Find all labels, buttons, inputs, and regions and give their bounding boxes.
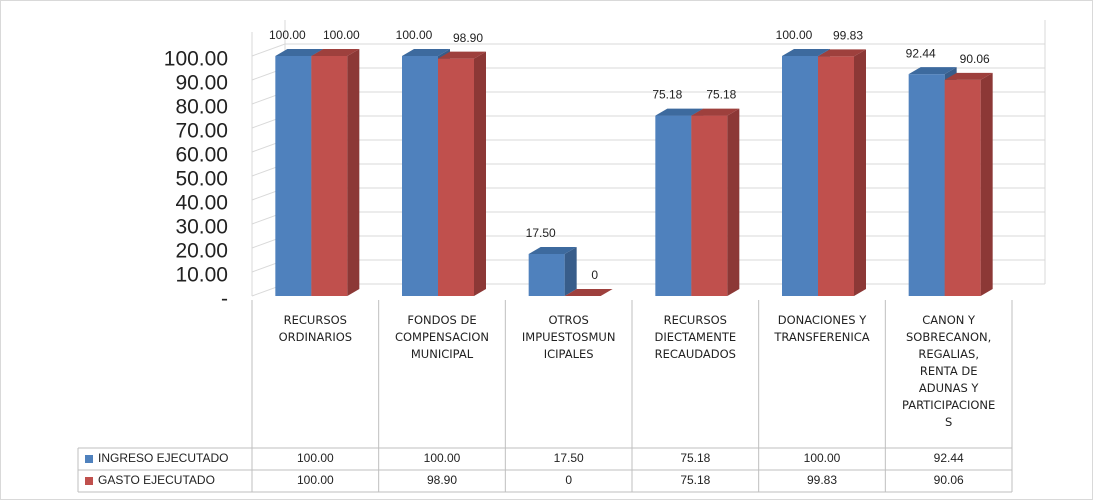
bar-front <box>782 56 818 296</box>
y-tick-label: 90.00 <box>175 72 228 95</box>
y-tick-label: 60.00 <box>175 144 228 167</box>
x-tick-label: OTROS IMPUESTOSMUNICIPALES <box>521 313 616 361</box>
x-tick-label: DONACIONES Y TRANSFERENICA <box>774 313 870 344</box>
table-cell: 17.50 <box>554 451 584 465</box>
bar-front <box>402 56 438 296</box>
table-cell: 100.00 <box>297 473 334 487</box>
data-label: 100.00 <box>269 28 306 42</box>
bar-front <box>908 74 945 296</box>
bar-top <box>564 289 613 296</box>
bar-top <box>528 247 577 254</box>
y-tick-label: - <box>221 288 228 311</box>
bar-front <box>275 56 312 296</box>
table-cell: 92.44 <box>934 451 964 465</box>
bar-top <box>275 49 324 56</box>
data-label: 100.00 <box>776 28 813 42</box>
x-tick-label: RECURSOS DIECTAMENTE RECAUDADOS <box>654 313 737 361</box>
x-tick-label: FONDOS DE COMPENSACION MUNICIPAL <box>394 313 490 361</box>
bar-front <box>311 56 348 296</box>
bar-side <box>474 51 486 296</box>
bar-top <box>691 108 740 116</box>
bar-top <box>402 49 450 56</box>
legend-swatch <box>85 455 93 463</box>
table-cell: 75.18 <box>680 451 710 465</box>
bar-top <box>311 49 360 56</box>
y-tick-label: 80.00 <box>175 96 228 119</box>
y-tick-label: 70.00 <box>175 120 228 143</box>
bar-front <box>818 56 854 296</box>
data-label: 0 <box>591 268 598 282</box>
bar-side <box>727 108 740 297</box>
table-cell: 0 <box>565 473 572 487</box>
bar-front <box>655 115 692 297</box>
legend-label: GASTO EJECUTADO <box>98 473 215 487</box>
table-cell: 90.06 <box>934 473 964 487</box>
data-label: 100.00 <box>323 28 360 42</box>
bar-front <box>528 254 565 296</box>
data-label: 100.00 <box>396 28 433 42</box>
legend-swatch <box>85 477 93 485</box>
bar-top <box>944 72 993 80</box>
bar-top <box>818 49 866 57</box>
y-tick-label: 20.00 <box>175 240 228 263</box>
bar-top <box>908 67 957 75</box>
table-cell: 100.00 <box>424 451 461 465</box>
x-tick-label: CANON Y SOBRECANON, REGALIAS, RENTA DE A… <box>902 313 996 429</box>
data-label: 17.50 <box>526 226 556 240</box>
y-tick-label: 30.00 <box>175 216 228 239</box>
data-label: 99.83 <box>833 29 863 43</box>
bar-front <box>691 115 728 297</box>
data-label: 75.18 <box>706 88 736 102</box>
table-cell: 75.18 <box>680 473 710 487</box>
bar-top <box>782 49 830 56</box>
table-cell: 99.83 <box>807 473 837 487</box>
bar-top <box>438 51 486 59</box>
data-label: 90.06 <box>960 52 990 66</box>
data-label: 75.18 <box>652 88 682 102</box>
y-tick-label: 50.00 <box>175 168 228 191</box>
bar-front <box>438 58 474 296</box>
bar-front <box>944 79 981 296</box>
legend-label: INGRESO EJECUTADO <box>98 451 228 465</box>
table-cell: 100.00 <box>804 451 841 465</box>
y-tick-label: 10.00 <box>175 264 228 287</box>
bar-side <box>564 247 577 296</box>
bar-side <box>980 72 993 296</box>
table-cell: 98.90 <box>427 473 457 487</box>
bar-side <box>854 49 866 296</box>
y-tick-label: 40.00 <box>175 192 228 215</box>
table-cell: 100.00 <box>297 451 334 465</box>
y-tick-label: 100.00 <box>164 48 228 71</box>
bar-top <box>655 108 704 116</box>
data-label: 92.44 <box>906 46 936 60</box>
data-label: 98.90 <box>453 31 483 45</box>
x-tick-label: RECURSOS ORDINARIOS <box>278 313 353 344</box>
bar-side <box>347 49 360 296</box>
